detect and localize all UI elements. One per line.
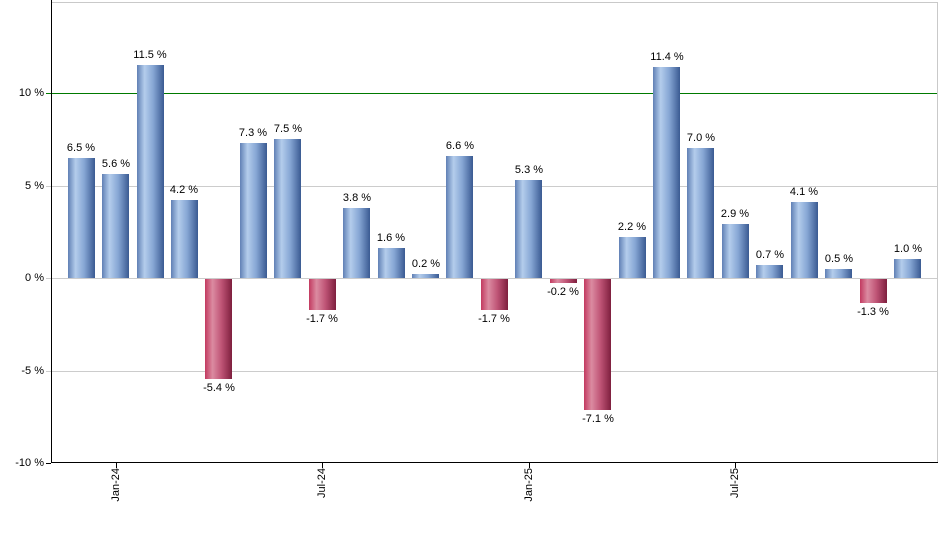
- x-tick-label: Jul-25: [729, 468, 741, 498]
- plot-border-right: [937, 2, 938, 462]
- y-tick-label: 5 %: [25, 180, 44, 192]
- bar-negative: [584, 279, 611, 410]
- x-tick-mark: [735, 463, 736, 468]
- bar-positive: [274, 139, 301, 278]
- y-tick-label: 0 %: [25, 272, 44, 284]
- bar-value-label: 4.1 %: [789, 186, 819, 198]
- bar-positive: [171, 200, 198, 278]
- bar-value-label: 1.0 %: [893, 243, 923, 255]
- bar-positive: [515, 180, 542, 278]
- bar-positive: [412, 274, 439, 278]
- bar-negative: [309, 279, 336, 310]
- y-gridline: [46, 371, 937, 372]
- bar-positive: [240, 143, 267, 278]
- bar-positive: [137, 65, 164, 278]
- x-tick-mark: [116, 463, 117, 468]
- bar-value-label: 7.3 %: [238, 127, 268, 139]
- bar-value-label: -5.4 %: [203, 382, 235, 394]
- bar-positive: [446, 156, 473, 278]
- bar-value-label: 5.6 %: [101, 158, 131, 170]
- bar-negative: [481, 279, 508, 310]
- bar-value-label: -1.3 %: [857, 306, 889, 318]
- bar-value-label: -7.1 %: [582, 413, 614, 425]
- reference-line-10pct: [46, 93, 937, 94]
- bar-positive: [756, 265, 783, 278]
- x-tick-label: Jan-24: [110, 468, 122, 502]
- y-gridline: [46, 278, 937, 279]
- bar-value-label: 11.4 %: [650, 51, 684, 63]
- y-gridline: [46, 186, 937, 187]
- plot-border-top: [51, 2, 937, 3]
- bar-value-label: 6.5 %: [66, 142, 96, 154]
- y-tick-label: -10 %: [15, 457, 44, 469]
- bar-value-label: -1.7 %: [478, 313, 510, 325]
- bar-value-label: 0.5 %: [824, 253, 854, 265]
- bar-positive: [653, 67, 680, 278]
- x-tick-mark: [322, 463, 323, 468]
- bar-positive: [687, 148, 714, 278]
- bar-value-label: 7.5 %: [273, 123, 303, 135]
- y-axis: [51, 0, 52, 463]
- bar-positive: [68, 158, 95, 278]
- bar-positive: [619, 237, 646, 278]
- bar-value-label: -0.2 %: [547, 286, 579, 298]
- bar-negative: [860, 279, 887, 303]
- bar-value-label: 6.6 %: [445, 140, 475, 152]
- bar-positive: [343, 208, 370, 278]
- bar-value-label: 4.2 %: [169, 184, 199, 196]
- bar-positive: [894, 259, 921, 278]
- bar-positive: [102, 174, 129, 278]
- bar-positive: [722, 224, 749, 278]
- bar-value-label: 2.9 %: [720, 208, 750, 220]
- x-tick-mark: [529, 463, 530, 468]
- bar-value-label: -1.7 %: [306, 313, 338, 325]
- y-tick-label: 10 %: [18, 87, 44, 99]
- bar-value-label: 5.3 %: [514, 164, 544, 176]
- bar-positive: [378, 248, 405, 278]
- bar-value-label: 0.2 %: [411, 258, 441, 270]
- y-tick-mark: [46, 463, 51, 464]
- bar-value-label: 0.7 %: [755, 249, 785, 261]
- bar-value-label: 7.0 %: [686, 132, 716, 144]
- bar-positive: [791, 202, 818, 278]
- bar-value-label: 3.8 %: [342, 192, 372, 204]
- bar-value-label: 1.6 %: [376, 232, 406, 244]
- bar-value-label: 11.5 %: [133, 49, 167, 61]
- y-tick-label: -5 %: [21, 365, 44, 377]
- x-axis: [51, 462, 938, 463]
- x-tick-label: Jul-24: [316, 468, 328, 498]
- bar-positive: [825, 269, 852, 278]
- bar-value-label: 2.2 %: [617, 221, 647, 233]
- bar-negative: [550, 279, 577, 283]
- bar-negative: [205, 279, 232, 379]
- x-tick-label: Jan-25: [523, 468, 535, 502]
